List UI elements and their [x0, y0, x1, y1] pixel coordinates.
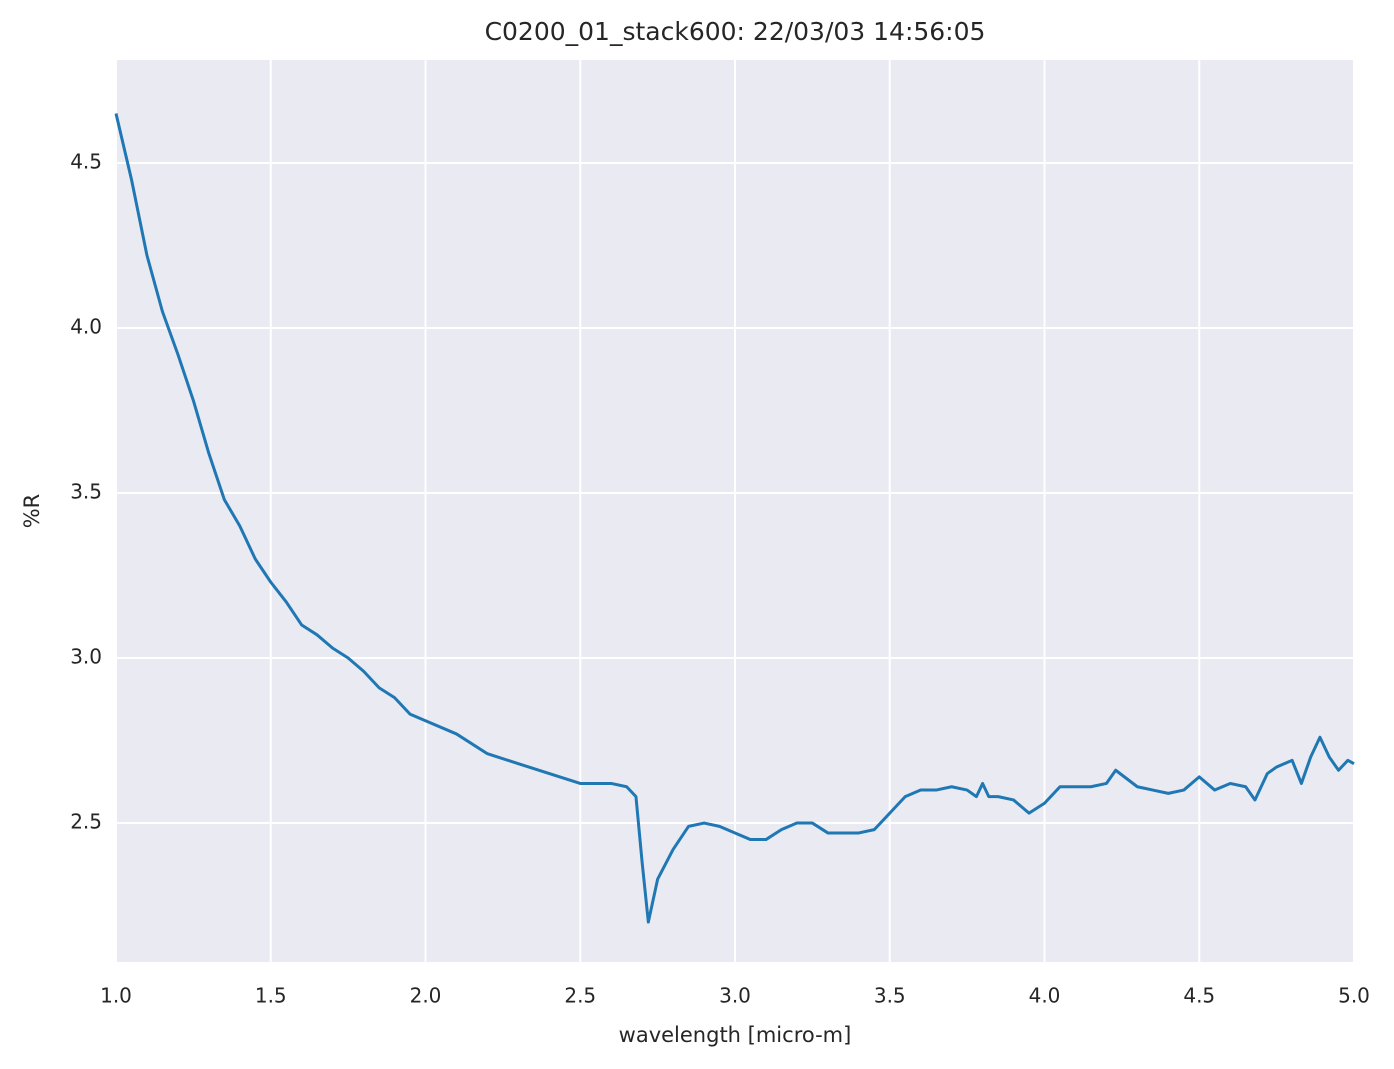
x-tick-label: 2.0 — [410, 984, 442, 1008]
y-tick-label: 4.0 — [70, 314, 102, 338]
x-tick-label: 4.0 — [1029, 984, 1061, 1008]
x-tick-label: 3.0 — [719, 984, 751, 1008]
x-tick-label: 1.5 — [255, 984, 287, 1008]
x-tick-label: 1.0 — [100, 984, 132, 1008]
x-tick-label: 4.5 — [1183, 984, 1215, 1008]
x-axis-label: wavelength [micro-m] — [619, 1023, 852, 1047]
y-tick-label: 3.0 — [70, 645, 102, 669]
data-line — [114, 113, 1355, 924]
y-tick-label: 3.5 — [70, 480, 102, 504]
y-axis-label: %R — [20, 494, 44, 529]
x-tick-label: 2.5 — [564, 984, 596, 1008]
y-tick-label: 2.5 — [70, 810, 102, 834]
chart-title: C0200_01_stack600: 22/03/03 14:56:05 — [485, 17, 986, 46]
y-tick-label: 4.5 — [70, 149, 102, 173]
x-tick-label: 5.0 — [1338, 984, 1370, 1008]
x-tick-label: 3.5 — [874, 984, 906, 1008]
